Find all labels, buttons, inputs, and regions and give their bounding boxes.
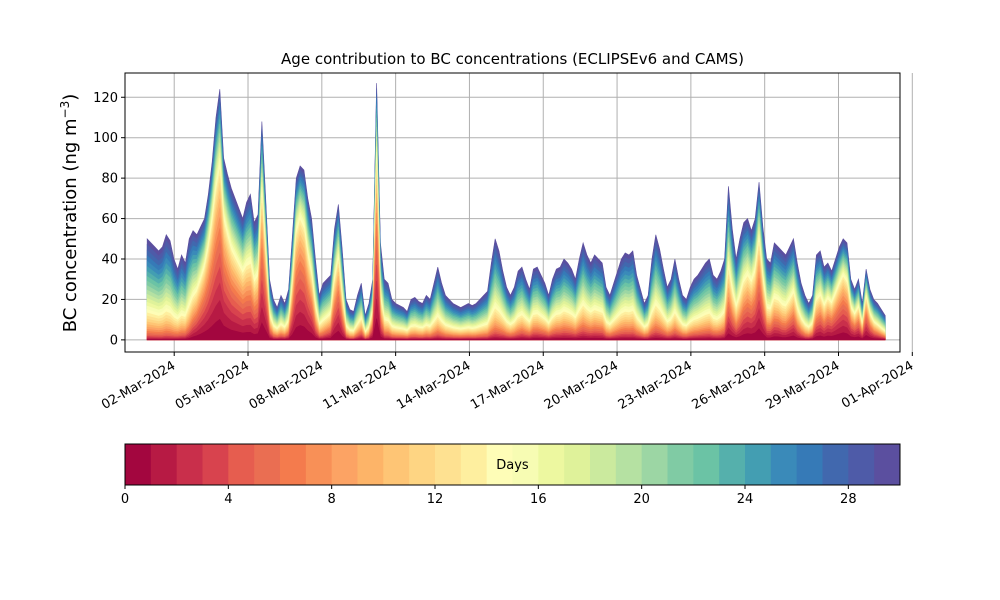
colorbar-swatch xyxy=(254,444,281,485)
colorbar-swatch xyxy=(202,444,229,485)
colorbar-label: Days xyxy=(496,458,529,473)
y-axis-label: BC concentration (ng m−3) xyxy=(58,94,81,333)
colorbar-tick-label: 8 xyxy=(328,492,336,507)
y-axis-label-close: ) xyxy=(60,94,81,101)
x-tick-label: 29-Mar-2024 xyxy=(763,358,842,412)
y-tick-label: 100 xyxy=(93,131,118,146)
colorbar-swatch xyxy=(331,444,358,485)
colorbar-swatch xyxy=(641,444,668,485)
colorbar-tick-label: 16 xyxy=(530,492,547,507)
colorbar-swatch xyxy=(383,444,410,485)
colorbar-swatch xyxy=(745,444,772,485)
colorbar-swatch xyxy=(796,444,823,485)
colorbar: 0 4 8 12 16 20 24 28 xyxy=(121,443,901,507)
colorbar-swatch xyxy=(228,444,255,485)
colorbar-swatch xyxy=(693,444,720,485)
colorbar-swatch xyxy=(770,444,798,485)
colorbar-swatch xyxy=(176,444,203,485)
colorbar-frame xyxy=(124,443,901,486)
y-axis-label-sup: −3 xyxy=(58,101,72,119)
chart-title: Age contribution to BC concentrations (E… xyxy=(281,50,744,68)
colorbar-swatch xyxy=(822,444,849,485)
colorbar-tick-label: 28 xyxy=(840,492,857,507)
x-tick-label: 14-Mar-2024 xyxy=(394,358,473,412)
x-tick-label: 23-Mar-2024 xyxy=(616,358,695,412)
colorbar-swatch xyxy=(305,444,333,485)
x-tick-label: 17-Mar-2024 xyxy=(468,358,547,412)
y-axis: 0 20 40 60 80 100 120 xyxy=(93,91,125,348)
x-tick-label: 01-Apr-2024 xyxy=(839,358,916,411)
colorbar-tick-label: 4 xyxy=(224,492,232,507)
y-tick-label: 0 xyxy=(110,333,118,348)
colorbar-swatch xyxy=(486,444,513,485)
colorbar-swatch xyxy=(874,444,901,485)
colorbar-swatch xyxy=(409,444,436,485)
y-tick-label: 120 xyxy=(93,91,118,106)
x-axis: 02-Mar-202405-Mar-202408-Mar-202411-Mar-… xyxy=(99,352,916,413)
colorbar-swatch xyxy=(538,444,565,485)
colorbar-swatch xyxy=(357,444,384,485)
colorbar-swatch xyxy=(150,444,178,485)
colorbar-swatch xyxy=(564,444,591,485)
colorbar-tick-label: 0 xyxy=(121,492,129,507)
y-axis-label-main: BC concentration (ng m xyxy=(60,118,81,332)
x-tick-label: 05-Mar-2024 xyxy=(173,358,252,412)
plot-frame xyxy=(124,72,901,353)
colorbar-swatch xyxy=(848,444,875,485)
colorbar-swatch xyxy=(460,444,488,485)
x-tick-label: 11-Mar-2024 xyxy=(320,358,399,412)
x-tick-label: 08-Mar-2024 xyxy=(247,358,326,412)
x-tick-label: 02-Mar-2024 xyxy=(99,358,178,412)
colorbar-swatch xyxy=(280,444,307,485)
x-tick-label: 20-Mar-2024 xyxy=(542,358,621,412)
y-tick-label: 80 xyxy=(101,172,118,187)
stacked-age-areas xyxy=(146,83,886,341)
colorbar-swatch xyxy=(667,444,694,485)
colorbar-swatch xyxy=(512,444,539,485)
colorbar-swatch xyxy=(590,444,617,485)
y-tick-label: 40 xyxy=(101,253,118,268)
x-tick-label: 26-Mar-2024 xyxy=(690,358,769,412)
age-band-0 xyxy=(146,318,886,341)
y-tick-label: 60 xyxy=(101,212,118,227)
colorbar-tick-label: 24 xyxy=(737,492,754,507)
colorbar-swatch xyxy=(719,444,746,485)
colorbar-swatch xyxy=(125,444,152,485)
colorbar-tick-label: 12 xyxy=(427,492,444,507)
colorbar-swatch xyxy=(435,444,462,485)
colorbar-swatch xyxy=(615,444,643,485)
y-tick-label: 20 xyxy=(101,293,118,308)
colorbar-tick-label: 20 xyxy=(633,492,650,507)
